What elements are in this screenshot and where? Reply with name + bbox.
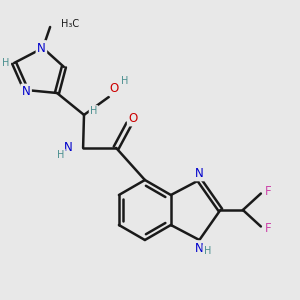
Text: N: N [37,41,46,55]
Text: H: H [204,245,211,256]
Text: H₃C: H₃C [61,19,79,29]
Text: N: N [22,85,31,98]
Text: F: F [265,222,272,236]
Text: H: H [2,58,9,68]
Text: H: H [121,76,128,86]
Text: H: H [90,106,97,116]
Text: N: N [64,141,73,154]
Text: H: H [57,150,64,160]
Text: O: O [128,112,137,125]
Text: O: O [110,82,119,95]
Text: F: F [265,184,272,198]
Text: N: N [195,242,204,255]
Text: N: N [195,167,204,180]
